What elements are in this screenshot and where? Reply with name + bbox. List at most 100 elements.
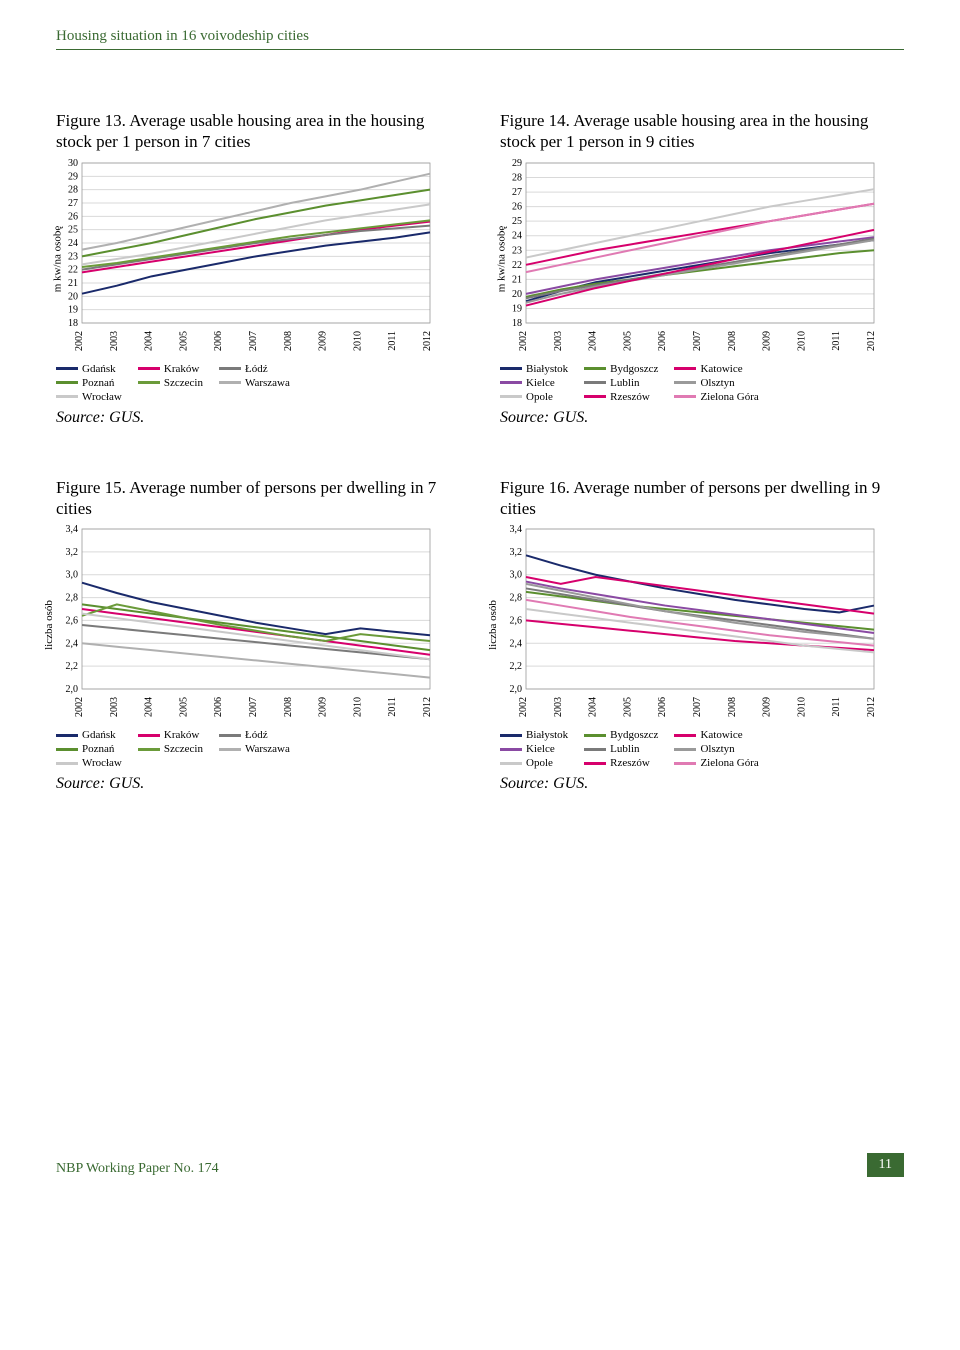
legend-label: Gdańsk xyxy=(82,729,116,741)
legend-item: Katowice xyxy=(674,363,758,375)
svg-text:2009: 2009 xyxy=(318,331,329,351)
svg-text:27: 27 xyxy=(68,198,78,209)
svg-text:2004: 2004 xyxy=(588,697,599,717)
svg-text:19: 19 xyxy=(512,303,522,314)
legend-label: Warszawa xyxy=(245,377,290,389)
legend-label: Warszawa xyxy=(245,743,290,755)
legend-item: Łódź xyxy=(219,363,290,375)
figure-16: Figure 16. Average number of persons per… xyxy=(500,477,904,794)
svg-text:2006: 2006 xyxy=(213,331,224,351)
legend-item: Wrocław xyxy=(56,391,122,403)
svg-text:3,0: 3,0 xyxy=(66,570,79,581)
legend-item: Rzeszów xyxy=(584,391,658,403)
svg-text:2006: 2006 xyxy=(657,697,668,717)
svg-text:2004: 2004 xyxy=(144,331,155,351)
legend-item: Gdańsk xyxy=(56,729,122,741)
legend-label: Łódź xyxy=(245,729,268,741)
svg-text:2003: 2003 xyxy=(109,331,120,351)
svg-text:2003: 2003 xyxy=(553,697,564,717)
svg-text:2006: 2006 xyxy=(657,331,668,351)
svg-text:3,0: 3,0 xyxy=(510,570,523,581)
source-16: Source: GUS. xyxy=(500,775,904,793)
chart-16: 2,02,22,42,62,83,03,23,42002200320042005… xyxy=(500,525,880,725)
svg-text:3,4: 3,4 xyxy=(510,525,523,535)
svg-text:2009: 2009 xyxy=(762,697,773,717)
svg-text:22: 22 xyxy=(512,259,522,270)
source-14: Source: GUS. xyxy=(500,409,904,427)
legend-label: Katowice xyxy=(700,729,742,741)
legend-item: Katowice xyxy=(674,729,758,741)
svg-text:2007: 2007 xyxy=(692,331,703,351)
legend-item: Szczecin xyxy=(138,743,203,755)
svg-text:2005: 2005 xyxy=(178,331,189,351)
legend-item: Olsztyn xyxy=(674,377,758,389)
svg-text:28: 28 xyxy=(68,184,78,195)
footer-left: NBP Working Paper No. 174 xyxy=(56,1161,219,1177)
header-title: Housing situation in 16 voivodeship citi… xyxy=(56,28,904,50)
svg-text:18: 18 xyxy=(68,318,78,329)
legend-label: Zielona Góra xyxy=(700,757,758,769)
legend-15: Gdańsk Poznań Wrocław Kraków Szczecin Łó… xyxy=(56,729,460,769)
legend-item: Poznań xyxy=(56,743,122,755)
legend-label: Łódź xyxy=(245,363,268,375)
legend-label: Opole xyxy=(526,757,553,769)
svg-text:2,2: 2,2 xyxy=(66,661,79,672)
legend-item: Opole xyxy=(500,391,568,403)
svg-text:2009: 2009 xyxy=(762,331,773,351)
page-number: 11 xyxy=(867,1153,904,1177)
legend-label: Kraków xyxy=(164,363,199,375)
svg-text:3,2: 3,2 xyxy=(66,547,79,558)
svg-text:26: 26 xyxy=(68,211,78,222)
svg-text:2012: 2012 xyxy=(866,331,877,351)
chart-15: 2,02,22,42,62,83,03,23,42002200320042005… xyxy=(56,525,436,725)
legend-item: Warszawa xyxy=(219,743,290,755)
svg-text:2010: 2010 xyxy=(796,697,807,717)
legend-label: Bydgoszcz xyxy=(610,729,658,741)
svg-text:2010: 2010 xyxy=(796,331,807,351)
svg-text:20: 20 xyxy=(512,288,522,299)
legend-item: Opole xyxy=(500,757,568,769)
svg-text:2,0: 2,0 xyxy=(510,684,523,695)
legend-item: Warszawa xyxy=(219,377,290,389)
figure-15-title: Figure 15. Average number of persons per… xyxy=(56,477,460,520)
source-15: Source: GUS. xyxy=(56,775,460,793)
legend-label: Lublin xyxy=(610,743,639,755)
legend-label: Szczecin xyxy=(164,743,203,755)
svg-text:2012: 2012 xyxy=(422,331,433,351)
legend-label: Gdańsk xyxy=(82,363,116,375)
chart-14: 1819202122232425262728292002200320042005… xyxy=(500,159,880,359)
svg-text:23: 23 xyxy=(512,245,522,256)
svg-text:2004: 2004 xyxy=(588,331,599,351)
legend-label: Wrocław xyxy=(82,757,122,769)
chart-13: 1819202122232425262728293020022003200420… xyxy=(56,159,436,359)
legend-item: Olsztyn xyxy=(674,743,758,755)
legend-item: Łódź xyxy=(219,729,290,741)
svg-text:2011: 2011 xyxy=(387,331,398,351)
legend-item: Szczecin xyxy=(138,377,203,389)
legend-label: Poznań xyxy=(82,377,114,389)
svg-text:2010: 2010 xyxy=(352,331,363,351)
legend-16: Białystok Kielce Opole Bydgoszcz Lublin … xyxy=(500,729,904,769)
legend-item: Lublin xyxy=(584,743,658,755)
legend-label: Kraków xyxy=(164,729,199,741)
legend-item: Wrocław xyxy=(56,757,122,769)
svg-text:2,6: 2,6 xyxy=(66,615,79,626)
figure-14-title: Figure 14. Average usable housing area i… xyxy=(500,110,904,153)
svg-text:2,0: 2,0 xyxy=(66,684,79,695)
svg-text:2,2: 2,2 xyxy=(510,661,523,672)
svg-text:2007: 2007 xyxy=(248,331,259,351)
legend-label: Białystok xyxy=(526,729,568,741)
svg-text:3,4: 3,4 xyxy=(66,525,79,535)
legend-label: Olsztyn xyxy=(700,377,734,389)
svg-text:2012: 2012 xyxy=(422,697,433,717)
svg-text:2,4: 2,4 xyxy=(510,638,523,649)
svg-text:29: 29 xyxy=(512,159,522,169)
figure-15-ylabel: liczba osób xyxy=(43,600,55,650)
legend-label: Rzeszów xyxy=(610,757,650,769)
svg-text:2002: 2002 xyxy=(74,697,85,717)
legend-label: Białystok xyxy=(526,363,568,375)
svg-text:27: 27 xyxy=(512,187,522,198)
legend-item: Bydgoszcz xyxy=(584,729,658,741)
legend-item: Zielona Góra xyxy=(674,391,758,403)
legend-label: Katowice xyxy=(700,363,742,375)
